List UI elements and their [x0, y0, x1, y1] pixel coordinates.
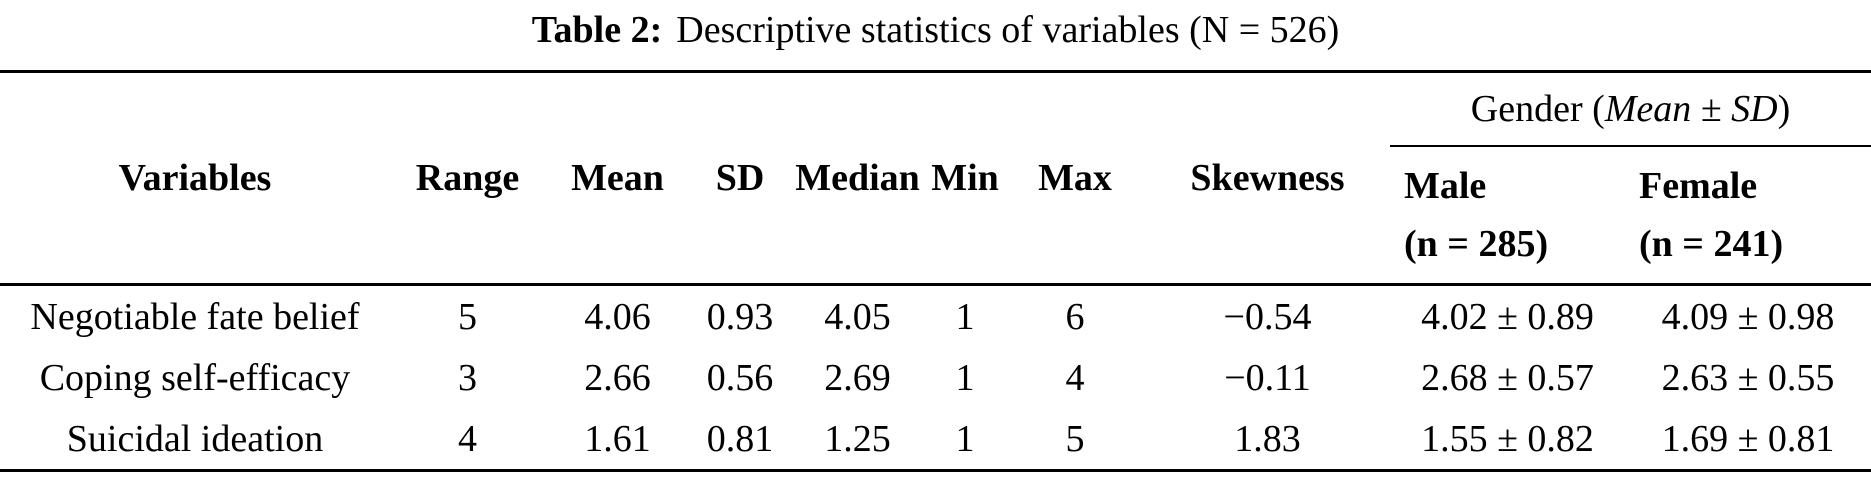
table-header: Variables Range Mean SD Median Min Max S… [0, 71, 1871, 286]
column-header-mean: Mean [545, 71, 690, 286]
cell-sd: 0.93 [706, 295, 774, 338]
table-caption-text: Descriptive statistics of variables (N =… [676, 9, 1340, 51]
cell-max: 6 [1065, 295, 1085, 338]
cell-range: 3 [458, 356, 477, 399]
cell-min: 1 [955, 417, 975, 460]
female-header-line1: Female [1639, 165, 1758, 207]
cell-female-mean-sd: 1.69 ± 0.81 [1661, 417, 1835, 460]
gender-header-suffix: ) [1777, 88, 1791, 130]
cell-female-mean-sd: 2.63 ± 0.55 [1661, 356, 1835, 399]
cell-male-mean-sd: 4.02 ± 0.89 [1421, 295, 1594, 338]
column-group-header-gender: Gender (Mean ± SD) [1390, 71, 1871, 147]
table-row: Coping self-efficacy 3 2.66 0.56 2.69 1 … [0, 347, 1871, 408]
column-header-max: Max [1005, 71, 1145, 286]
column-header-median: Median [790, 71, 925, 286]
cell-max: 4 [1065, 356, 1085, 399]
table-body: Negotiable fate belief 5 4.06 0.93 4.05 … [0, 285, 1871, 471]
male-header-line2: (n = 285) [1404, 223, 1549, 265]
male-header-line1: Male [1404, 165, 1487, 207]
table-row: Suicidal ideation 4 1.61 0.81 1.25 1 5 1… [0, 408, 1871, 471]
column-header-range: Range [390, 71, 545, 286]
cell-skewness: −0.11 [1224, 356, 1311, 399]
table-caption: Table 2: Descriptive statistics of variab… [0, 0, 1871, 70]
cell-min: 1 [955, 295, 975, 338]
cell-variable: Coping self-efficacy [39, 356, 351, 399]
cell-min: 1 [955, 356, 975, 399]
cell-median: 4.05 [824, 295, 891, 338]
header-row-gender-sub: Male (n = 285) Female (n = 241) [0, 146, 1871, 286]
cell-sd: 0.56 [706, 356, 774, 399]
cell-male-mean-sd: 2.68 ± 0.57 [1421, 356, 1594, 399]
cell-mean: 4.06 [584, 295, 651, 338]
cell-median: 1.25 [824, 417, 891, 460]
cell-skewness: −0.54 [1223, 295, 1312, 338]
gender-header-italic: Mean ± SD [1604, 88, 1778, 130]
column-header-skewness: Skewness [1145, 71, 1390, 286]
column-header-min: Min [925, 71, 1005, 286]
column-header-male: Male (n = 285) [1390, 146, 1625, 286]
cell-range: 5 [458, 295, 477, 338]
column-header-female: Female (n = 241) [1625, 146, 1871, 286]
cell-skewness: 1.83 [1234, 417, 1301, 460]
cell-max: 5 [1065, 417, 1085, 460]
cell-female-mean-sd: 4.09 ± 0.98 [1661, 295, 1835, 338]
cell-sd: 0.81 [706, 417, 774, 460]
descriptive-statistics-table: Variables Range Mean SD Median Min Max S… [0, 70, 1871, 472]
cell-mean: 1.61 [584, 417, 651, 460]
column-header-variables: Variables [0, 71, 390, 286]
cell-male-mean-sd: 1.55 ± 0.82 [1421, 417, 1594, 460]
cell-variable: Negotiable fate belief [30, 295, 360, 338]
cell-range: 4 [458, 417, 477, 460]
header-row-main: Variables Range Mean SD Median Min Max S… [0, 71, 1871, 286]
column-header-sd: SD [690, 71, 790, 286]
cell-median: 2.69 [824, 356, 891, 399]
cell-variable: Suicidal ideation [66, 417, 324, 460]
female-header-line2: (n = 241) [1639, 223, 1784, 265]
gender-header-prefix: Gender ( [1470, 88, 1605, 130]
table-caption-label: Table 2: [531, 9, 663, 51]
cell-mean: 2.66 [584, 356, 651, 399]
table-row: Negotiable fate belief 5 4.06 0.93 4.05 … [0, 285, 1871, 348]
